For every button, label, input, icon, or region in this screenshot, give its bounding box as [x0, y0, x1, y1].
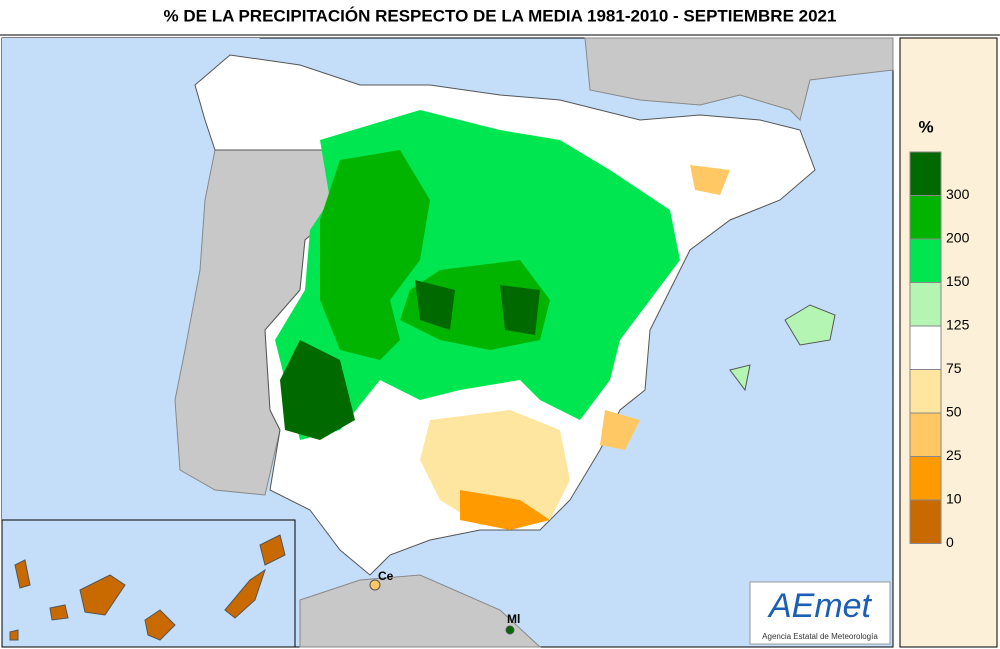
legend-swatch: [909, 369, 942, 414]
africa: [299, 574, 542, 648]
place-label: Ce: [378, 569, 394, 583]
legend-label: 10: [946, 491, 962, 507]
legend-label: 300: [946, 186, 970, 202]
legend-swatch: [909, 238, 942, 283]
legend-unit: %: [918, 117, 933, 136]
legend-label: 50: [946, 404, 962, 420]
ceuta: [369, 579, 381, 591]
title: % DE LA PRECIPITACIÓN RESPECTO DE LA MED…: [164, 6, 837, 25]
legend-label: 125: [946, 317, 970, 333]
legend-label: 200: [946, 230, 970, 246]
dry-zone: [600, 165, 730, 450]
legend-label: 75: [946, 360, 962, 376]
logo-name: AEmet: [767, 587, 873, 625]
logo-subtitle: Agencia Estatal de Meteorología: [762, 632, 878, 641]
france: [584, 37, 894, 121]
logo-box: [749, 581, 891, 645]
legend-swatch: [909, 282, 942, 327]
atlantic: [2, 38, 260, 520]
dry-zone: [420, 410, 570, 525]
place-label: Ml: [507, 612, 520, 626]
canary-islands: [9, 534, 286, 641]
legend-swatch: [909, 456, 942, 501]
dry-zone: [460, 490, 550, 530]
legend-swatch: [909, 499, 942, 544]
melilla: [505, 625, 515, 635]
legend-swatch: [909, 325, 942, 370]
legend-label: 25: [946, 447, 962, 463]
legend-swatch: [909, 151, 942, 196]
legend: 300 200 150 125 75 50 25 10 0: [909, 151, 970, 550]
legend-swatch: [909, 195, 942, 240]
balearic-islands: [729, 304, 836, 392]
green-zone: [320, 150, 430, 360]
legend-label: 150: [946, 273, 970, 289]
legend-label: 0: [946, 534, 954, 550]
green-zone: [415, 280, 540, 335]
green-zone: [280, 340, 355, 440]
map: Ce Ml AEmet Agencia Estatal de Meteorolo…: [1, 37, 894, 648]
legend-swatch: [909, 412, 942, 457]
